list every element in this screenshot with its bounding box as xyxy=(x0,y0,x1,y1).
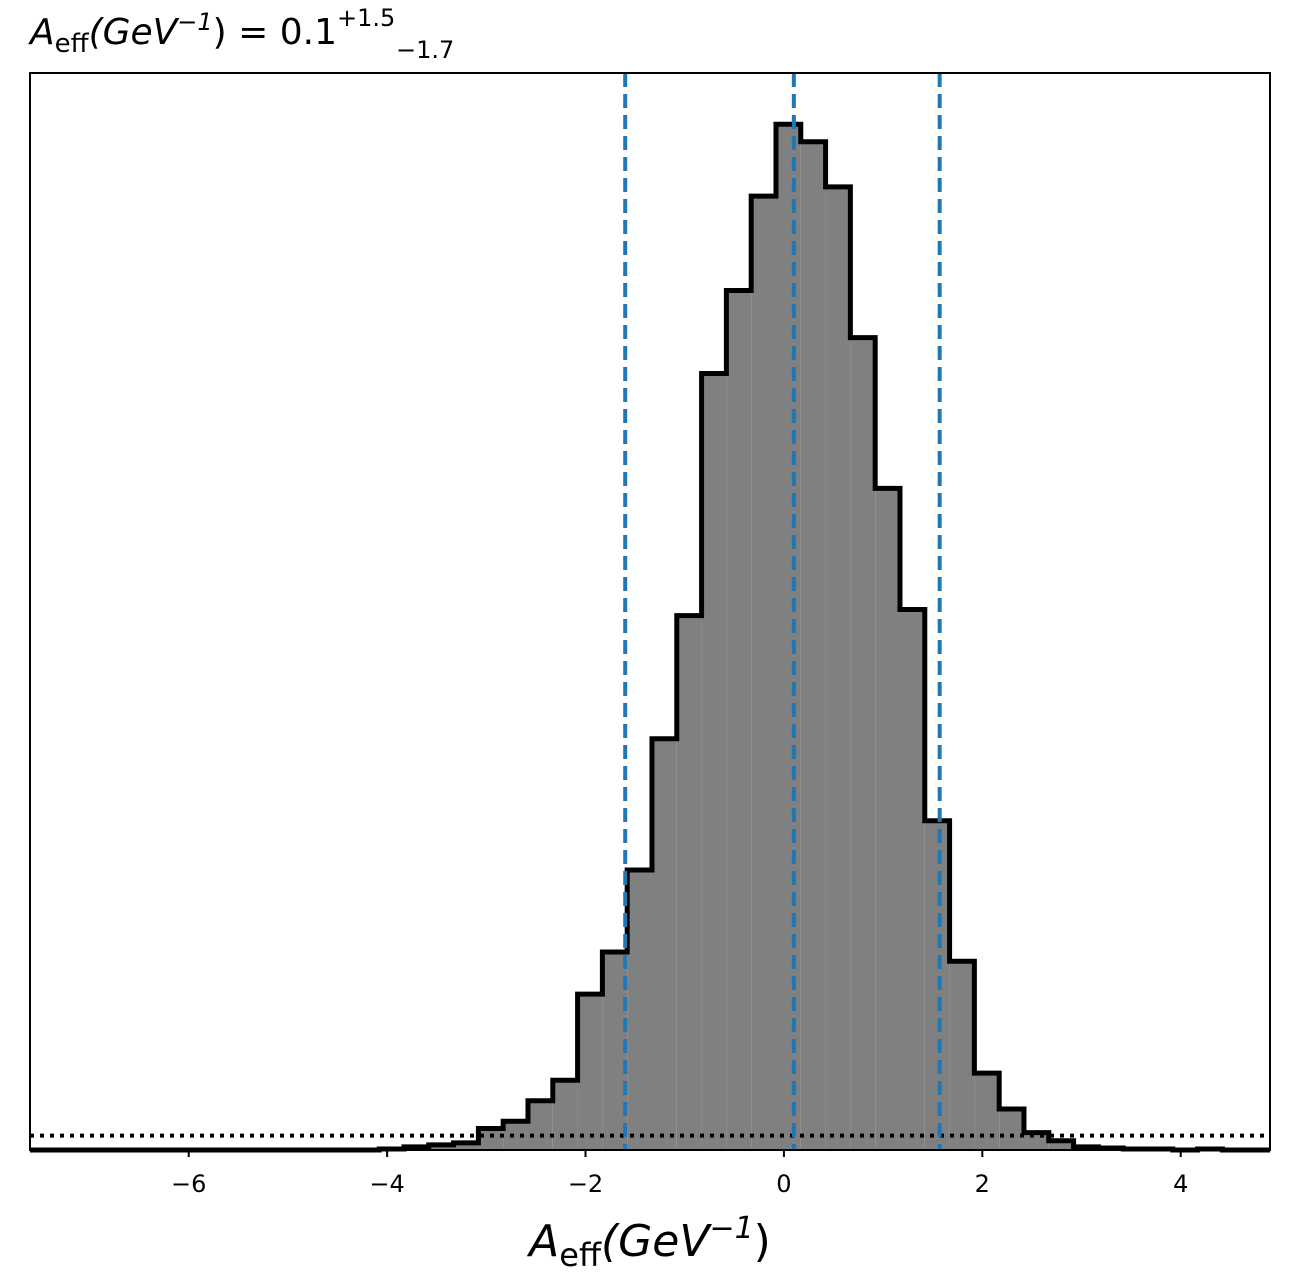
title-unit: (GeV xyxy=(89,12,180,53)
xlabel-subscript: eff xyxy=(559,1236,602,1274)
histogram-bar xyxy=(949,961,975,1150)
title-value: = 0.1 xyxy=(227,12,337,53)
histogram-bar xyxy=(602,952,628,1150)
histogram-bar xyxy=(875,488,900,1150)
histogram-bar xyxy=(825,186,851,1151)
histogram-bar xyxy=(726,290,752,1150)
histogram-bar xyxy=(999,1108,1024,1150)
x-tick-label: 2 xyxy=(975,1170,990,1198)
title-plus-error: +1.5 xyxy=(337,4,395,32)
x-tick-label: −6 xyxy=(171,1170,206,1198)
title-minus-error: −1.7 xyxy=(396,36,454,64)
histogram-bar xyxy=(676,615,702,1150)
histogram-bar xyxy=(503,1121,528,1150)
histogram-bar xyxy=(627,869,652,1150)
title-unit-exponent: −1 xyxy=(177,8,212,36)
plot-area xyxy=(30,73,1270,1153)
histogram-bar xyxy=(850,337,876,1150)
x-axis-ticks: −6 −4 −2 0 2 4 xyxy=(171,1150,1188,1198)
histogram-bar xyxy=(800,141,826,1151)
xlabel-unit-exponent: −1 xyxy=(709,1211,753,1246)
histogram-bar xyxy=(552,1080,578,1150)
histogram-bar xyxy=(1023,1132,1049,1150)
title-symbol: A xyxy=(28,12,55,53)
x-tick-label: 4 xyxy=(1173,1170,1188,1198)
x-tick-label: 0 xyxy=(776,1170,791,1198)
xlabel-unit: (GeV xyxy=(601,1216,712,1267)
x-tick-label: −2 xyxy=(568,1170,603,1198)
histogram-bar xyxy=(478,1128,504,1150)
histogram-bar xyxy=(577,994,603,1150)
histogram-bar xyxy=(775,124,801,1150)
x-tick-label: −4 xyxy=(369,1170,404,1198)
histogram-bar xyxy=(651,738,677,1150)
xlabel-unit-close: ) xyxy=(754,1216,771,1267)
x-axis-label: Aeff(GeV−1) xyxy=(526,1211,771,1274)
axes-frame xyxy=(29,72,1271,1151)
histogram-bar xyxy=(924,820,950,1150)
chart-title: Aeff(GeV−1) = 0.1+1.5−1.7 xyxy=(28,4,454,64)
title-unit-close: ) xyxy=(213,12,227,53)
histogram-bar xyxy=(1048,1140,1074,1150)
histogram-bar xyxy=(899,609,925,1150)
histogram-bar xyxy=(527,1100,553,1150)
histogram-bar xyxy=(751,196,776,1151)
histogram-bar xyxy=(428,1144,454,1150)
histogram-bar xyxy=(453,1142,479,1150)
xlabel-symbol: A xyxy=(526,1216,559,1267)
histogram-bar xyxy=(701,373,727,1150)
histogram-bar xyxy=(974,1073,1000,1150)
histogram-outline xyxy=(30,121,1270,1153)
title-subscript: eff xyxy=(55,29,90,59)
